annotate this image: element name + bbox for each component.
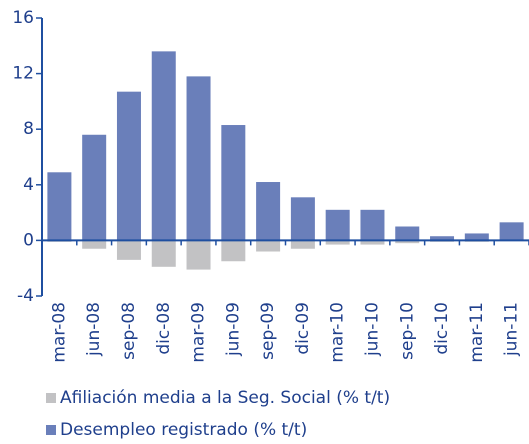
bar: [82, 134, 107, 241]
bar: [360, 209, 385, 241]
bar: [499, 222, 524, 241]
x-tick-label: dic-10: [432, 302, 452, 355]
bar: [221, 240, 246, 262]
y-tick-label: 4: [23, 175, 34, 195]
x-tick-label: mar-11: [467, 302, 487, 363]
bar: [186, 240, 211, 270]
bar: [290, 197, 315, 241]
x-tick-label: dic-08: [154, 302, 174, 355]
x-tick-label: jun-09: [223, 302, 243, 357]
x-tick-label: jun-11: [502, 302, 522, 357]
x-tick-label: sep-09: [258, 302, 278, 360]
bar: [360, 240, 385, 245]
x-tick-label: mar-10: [328, 302, 348, 363]
x-tick-label: dic-09: [293, 302, 313, 355]
legend-swatch: [46, 425, 56, 435]
y-tick-label: 8: [23, 119, 34, 139]
legend-label: Afiliación media a la Seg. Social (% t/t…: [60, 388, 390, 408]
bar: [325, 240, 350, 245]
legend-label: Desempleo registrado (% t/t): [60, 420, 307, 440]
x-tick-label: mar-09: [189, 302, 209, 363]
x-tick-label: sep-10: [397, 302, 417, 360]
bar: [151, 240, 176, 267]
x-tick-label: mar-08: [49, 302, 69, 363]
y-tick-label: -4: [17, 286, 34, 306]
bar: [290, 240, 315, 249]
bar: [256, 182, 281, 241]
bar: [47, 172, 72, 241]
bar: [116, 91, 141, 241]
bar: [151, 51, 176, 241]
y-tick-label: 12: [12, 64, 34, 84]
x-tick-label: jun-08: [84, 302, 104, 357]
bar: [395, 240, 420, 244]
x-tick-label: jun-10: [362, 302, 382, 357]
bar: [256, 240, 281, 252]
bar: [464, 233, 489, 241]
bar: [325, 209, 350, 241]
y-tick-label: 0: [23, 230, 34, 250]
bar: [430, 236, 455, 241]
bar: [395, 226, 420, 241]
bar: [186, 76, 211, 241]
legend-swatch: [46, 393, 56, 403]
x-tick-label: sep-08: [119, 302, 139, 360]
y-tick-label: 16: [12, 8, 34, 28]
bar: [221, 125, 246, 241]
bar: [116, 240, 141, 260]
bar: [82, 240, 107, 249]
